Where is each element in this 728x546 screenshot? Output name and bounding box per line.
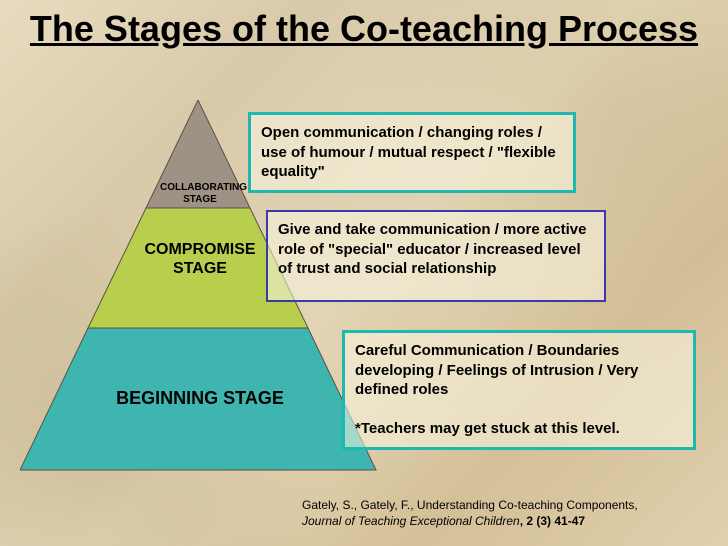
label-compromise: COMPROMISE STAGE [120,240,280,278]
citation-line1: Gately, S., Gately, F., Understanding Co… [302,498,638,512]
label-collaborating: COLLABORATING STAGE [160,182,240,206]
label-beginning: BEGINNING STAGE [90,388,310,410]
beginning-desc-text2: *Teachers may get stuck at this level. [355,420,620,437]
beginning-desc-text: Careful Communication / Boundaries devel… [355,342,638,398]
citation-suffix: , 2 (3) 41-47 [520,514,585,528]
compromise-desc-text: Give and take communication / more activ… [278,221,586,277]
collaborating-desc-box: Open communication / changing roles / us… [248,112,576,193]
compromise-desc-box: Give and take communication / more activ… [266,210,606,302]
page-title: The Stages of the Co-teaching Process [0,8,728,49]
citation: Gately, S., Gately, F., Understanding Co… [302,498,638,529]
collaborating-desc-text: Open communication / changing roles / us… [261,124,556,180]
beginning-desc-box: Careful Communication / Boundaries devel… [342,330,696,450]
citation-journal: Journal of Teaching Exceptional Children [302,514,520,528]
